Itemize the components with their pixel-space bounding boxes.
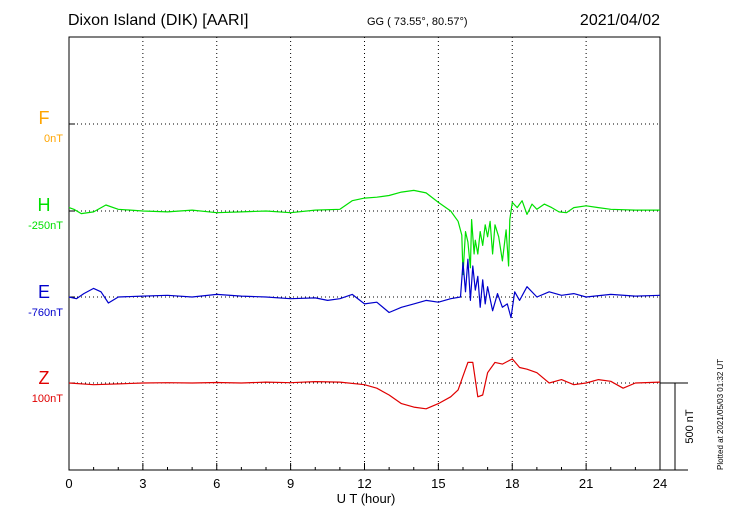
series-name-z: Z (39, 368, 50, 388)
x-tick-label: 3 (139, 476, 146, 491)
scale-bar-label: 500 nT (684, 409, 696, 444)
station-title: Dixon Island (DIK) [AARI] (68, 12, 249, 29)
series-name-f: F (39, 108, 50, 128)
series-baseline-f: 0nT (44, 133, 63, 145)
x-axis-ticks: 0 3 6 9 12 15 18 21 24 (65, 123, 667, 491)
x-tick-label: 15 (431, 476, 445, 491)
x-axis-label: U T (hour) (337, 491, 396, 506)
x-tick-label: 18 (505, 476, 519, 491)
trace-z (68, 358, 661, 410)
series-baseline-h: -250nT (28, 220, 63, 232)
scale-bar: 500 nT (660, 382, 696, 471)
plotted-timestamp: Plotted at 2021/05/03 01:32 UT (716, 358, 725, 470)
x-tick-label: 21 (579, 476, 593, 491)
series-baseline-e: -760nT (28, 307, 63, 319)
x-tick-label: 0 (65, 476, 72, 491)
date-label: 2021/04/02 (579, 12, 660, 29)
x-tick-label: 6 (213, 476, 220, 491)
series-name-h: H (38, 195, 51, 215)
trace-h (68, 189, 660, 276)
series-name-e: E (38, 282, 50, 302)
x-tick-label: 12 (357, 476, 371, 491)
data-traces (68, 189, 661, 410)
x-tick-label: 24 (653, 476, 667, 491)
trace-e (68, 258, 661, 319)
coordinates-label: GG ( 73.55°, 80.57°) (367, 16, 468, 28)
series-labels: F 0nT H -250nT E -760nT Z 100nT (28, 108, 63, 405)
series-baseline-z: 100nT (32, 393, 63, 405)
x-tick-label: 9 (287, 476, 294, 491)
grid-lines (69, 37, 660, 470)
